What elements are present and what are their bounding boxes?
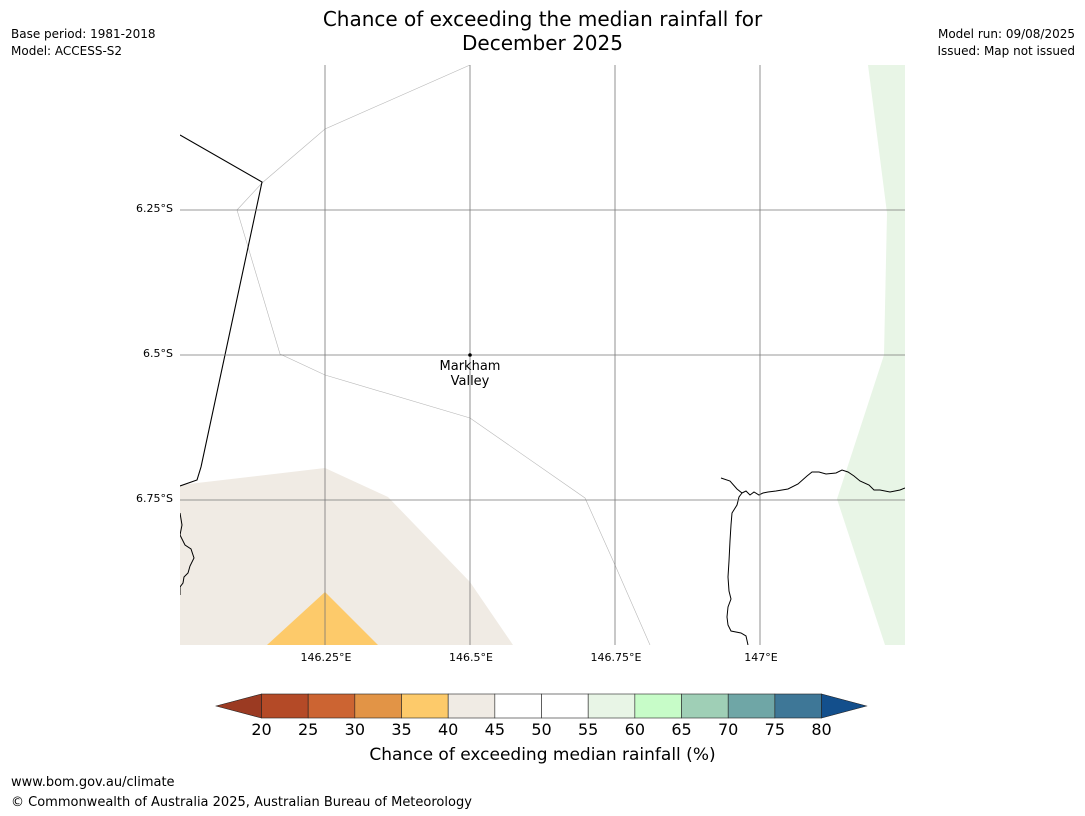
colorbar-tick-label: 75 xyxy=(764,720,786,739)
colorbar-tick-label: 30 xyxy=(344,720,365,739)
colorbar-segment xyxy=(354,693,402,719)
coastline-gulf xyxy=(726,492,749,645)
colorbar-over-arrow xyxy=(821,693,868,719)
colorbar-segment xyxy=(681,693,729,719)
header-right-info: Model run: 09/08/2025 Issued: Map not is… xyxy=(937,26,1075,60)
place-label-line-2: Valley xyxy=(450,374,490,389)
colorbar xyxy=(215,693,868,719)
colorbar-tick-label: 20 xyxy=(251,720,272,739)
colorbar-segment xyxy=(634,693,682,719)
colorbar-label: Chance of exceeding median rainfall (%) xyxy=(369,745,716,765)
model-run: Model run: 09/08/2025 xyxy=(937,27,1075,41)
colorbar-segment xyxy=(541,693,589,719)
base-period: Base period: 1981-2018 xyxy=(11,27,156,41)
coastline-west xyxy=(180,512,195,595)
coastline-east xyxy=(720,469,905,496)
title-line-2: December 2025 xyxy=(462,31,623,55)
map-title: Chance of exceeding the median rainfall … xyxy=(0,7,1085,55)
model-name: Model: ACCESS-S2 xyxy=(11,44,123,58)
colorbar-tick-label: 40 xyxy=(437,720,459,739)
colorbar-segment xyxy=(447,693,496,719)
place-label-markham-valley: Markham Valley xyxy=(420,359,520,389)
lat-label: 6.5°S xyxy=(143,347,173,360)
colorbar-segment xyxy=(774,693,822,719)
colorbar-tick-label: 45 xyxy=(484,720,506,739)
lat-label: 6.75°S xyxy=(136,492,173,505)
colorbar-segment xyxy=(727,693,776,719)
place-marker xyxy=(468,353,472,357)
fill-region-40-45 xyxy=(180,468,513,645)
colorbar-tick-label: 80 xyxy=(811,720,832,739)
colorbar-segment xyxy=(587,693,636,719)
header-left-info: Base period: 1981-2018 Model: ACCESS-S2 xyxy=(11,26,156,60)
colorbar-segment xyxy=(261,693,309,719)
issued-status: Issued: Map not issued xyxy=(937,44,1075,58)
admin-boundary xyxy=(236,65,651,645)
colorbar-tick-label: 55 xyxy=(578,720,599,739)
colorbar-segment xyxy=(494,693,542,719)
lat-label: 6.25°S xyxy=(136,202,173,215)
fill-region-35-40 xyxy=(267,592,378,645)
border-line xyxy=(180,134,263,487)
lon-label: 146.25°E xyxy=(300,651,352,664)
title-line-1: Chance of exceeding the median rainfall … xyxy=(322,7,763,31)
colorbar-tick-label: 35 xyxy=(391,720,412,739)
colorbar-tick-label: 65 xyxy=(671,720,692,739)
lon-label: 147°E xyxy=(744,651,778,664)
colorbar-segment xyxy=(307,693,356,719)
lon-label: 146.5°E xyxy=(449,651,493,664)
place-label-line-1: Markham xyxy=(439,359,501,374)
colorbar-tick-label: 25 xyxy=(297,720,319,739)
lon-label: 146.75°E xyxy=(590,651,642,664)
colorbar-tick-label: 50 xyxy=(531,720,552,739)
rainfall-map xyxy=(180,65,905,645)
colorbar-tick-label: 70 xyxy=(718,720,739,739)
colorbar-under-arrow xyxy=(215,693,262,719)
colorbar-tick-label: 60 xyxy=(624,720,646,739)
footer-copyright: © Commonwealth of Australia 2025, Austra… xyxy=(11,795,472,810)
footer-url: www.bom.gov.au/climate xyxy=(11,775,175,790)
colorbar-segment xyxy=(401,693,449,719)
